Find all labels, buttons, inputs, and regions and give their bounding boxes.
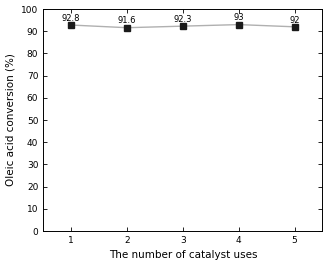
Text: 92.3: 92.3 (174, 15, 192, 24)
Text: 92.8: 92.8 (62, 14, 80, 23)
X-axis label: The number of catalyst uses: The number of catalyst uses (109, 251, 257, 260)
Y-axis label: Oleic acid conversion (%): Oleic acid conversion (%) (6, 54, 15, 186)
Text: 93: 93 (233, 13, 244, 22)
Text: 92: 92 (289, 16, 300, 24)
Text: 91.6: 91.6 (118, 16, 136, 26)
